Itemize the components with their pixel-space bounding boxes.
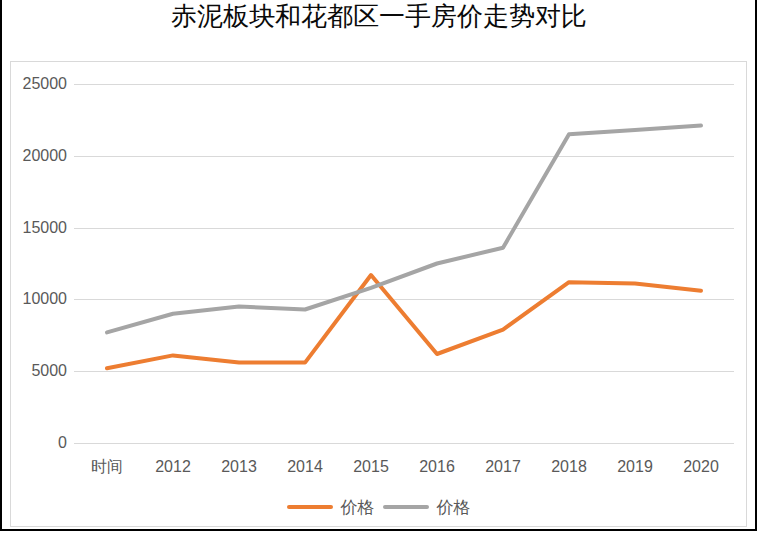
legend-line-swatch-gray: [383, 505, 429, 509]
x-axis-tick-2016: 2016: [404, 458, 470, 478]
legend-line-swatch-orange: [287, 505, 333, 509]
x-axis-tick-2020: 2020: [668, 458, 734, 478]
x-axis-tick-2012: 2012: [140, 458, 206, 478]
y-axis-tick-5000: 5000: [17, 362, 67, 380]
x-axis-tick-2017: 2017: [470, 458, 536, 478]
y-axis-tick-0: 0: [17, 434, 67, 452]
frame-border-right: [755, 0, 757, 531]
frame-border-bottom: [0, 529, 757, 531]
plot-area: [11, 62, 746, 526]
y-axis-tick-25000: 25000: [17, 75, 67, 93]
x-axis-tick-2015: 2015: [338, 458, 404, 478]
y-axis-tick-15000: 15000: [17, 219, 67, 237]
chart-screenshot: 赤泥板块和花都区一手房价走势对比 价格 价格 0 5000 10000 15000 20…: [0, 0, 758, 541]
x-axis-tick-时间: 时间: [74, 458, 140, 478]
frame-border-left: [0, 0, 2, 531]
x-axis-tick-2019: 2019: [602, 458, 668, 478]
y-axis-tick-20000: 20000: [17, 147, 67, 165]
legend-label-series-0: 价格: [341, 496, 375, 519]
legend-label-series-1: 价格: [437, 496, 471, 519]
x-axis-tick-2018: 2018: [536, 458, 602, 478]
series-line-0: [107, 275, 701, 368]
chart-area: 价格 价格 0500010000150002000025000时间2012201…: [10, 61, 747, 527]
legend-item-series-1: 价格: [383, 496, 471, 519]
x-axis-tick-2013: 2013: [206, 458, 272, 478]
chart-title: 赤泥板块和花都区一手房价走势对比: [0, 1, 758, 33]
legend-item-series-0: 价格: [287, 496, 375, 519]
legend: 价格 价格: [11, 495, 746, 519]
x-axis-tick-2014: 2014: [272, 458, 338, 478]
y-axis-tick-10000: 10000: [17, 290, 67, 308]
